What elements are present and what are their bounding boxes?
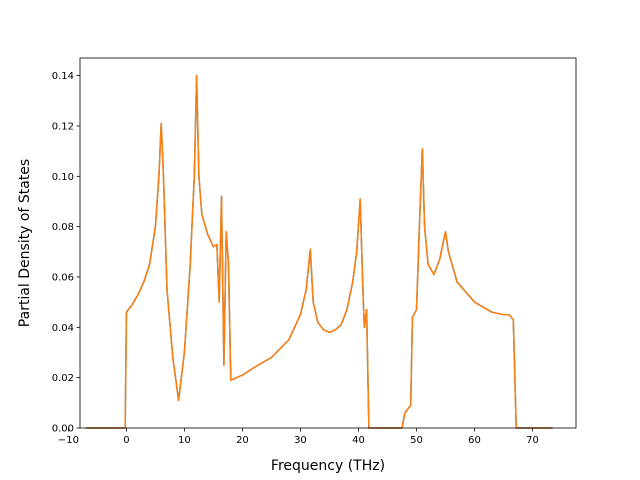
plot-frame: [79, 57, 577, 429]
x-tick-label: 70: [526, 435, 539, 446]
y-tick-label: 0.00: [52, 424, 74, 435]
x-tick-label: 40: [352, 435, 365, 446]
x-tick-label: 30: [294, 435, 307, 446]
y-axis: 0.00 0.02 0.04 0.06 0.08 0.10 0.12 0.14: [52, 71, 80, 435]
plot-area: [80, 58, 576, 428]
x-tick-label: 50: [410, 435, 423, 446]
y-tick-label: 0.12: [52, 121, 74, 132]
series-layer: [85, 74, 553, 429]
y-tick-label: 0.06: [52, 272, 74, 283]
x-tick-label: −10: [58, 435, 79, 446]
y-axis-label: Partial Density of States: [17, 159, 33, 327]
y-tick-label: 0.02: [52, 373, 74, 384]
x-tick-label: 0: [123, 435, 129, 446]
x-axis: −10 0 10 20 30 40 50 60 70: [58, 428, 539, 446]
x-tick-label: 60: [468, 435, 481, 446]
series-line-1: [85, 74, 553, 429]
y-tick-label: 0.10: [52, 172, 74, 183]
y-tick-label: 0.08: [52, 222, 74, 233]
x-axis-label: Frequency (THz): [271, 458, 385, 474]
x-tick-label: 20: [236, 435, 249, 446]
x-tick-label: 10: [178, 435, 191, 446]
y-tick-label: 0.04: [52, 323, 74, 334]
y-tick-label: 0.14: [52, 71, 74, 82]
